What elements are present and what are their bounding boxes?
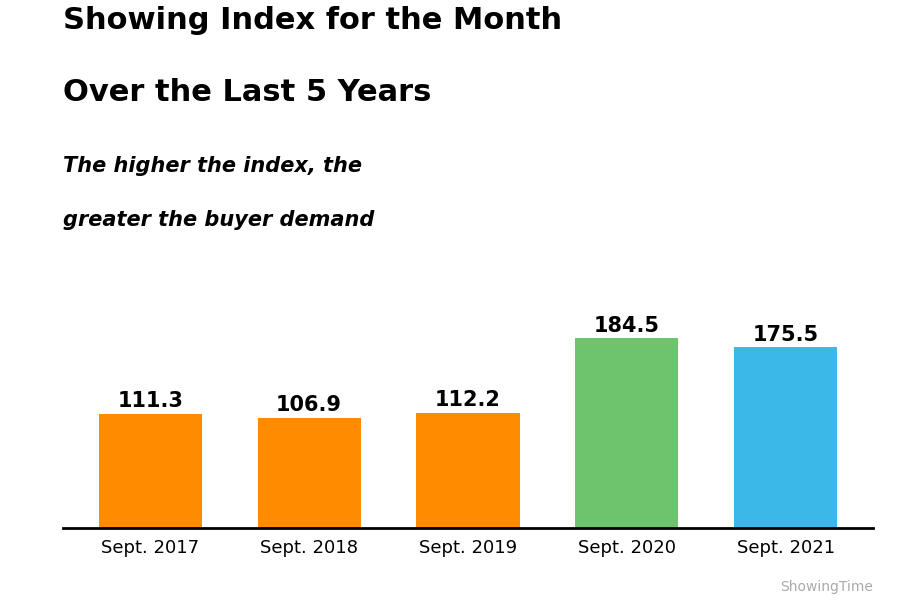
Text: The higher the index, the: The higher the index, the <box>63 156 362 176</box>
Text: Over the Last 5 Years: Over the Last 5 Years <box>63 78 431 107</box>
Text: greater the buyer demand: greater the buyer demand <box>63 210 374 230</box>
Text: 175.5: 175.5 <box>752 325 819 345</box>
Text: Showing Index for the Month: Showing Index for the Month <box>63 6 562 35</box>
Bar <box>99 413 202 528</box>
Bar <box>257 418 361 528</box>
Text: ShowingTime: ShowingTime <box>780 580 873 594</box>
Bar <box>734 347 837 528</box>
Bar <box>575 338 679 528</box>
Text: 106.9: 106.9 <box>276 395 342 415</box>
Bar <box>417 413 519 528</box>
Text: 111.3: 111.3 <box>117 391 184 411</box>
Text: 112.2: 112.2 <box>435 390 501 410</box>
Text: 184.5: 184.5 <box>594 316 660 335</box>
